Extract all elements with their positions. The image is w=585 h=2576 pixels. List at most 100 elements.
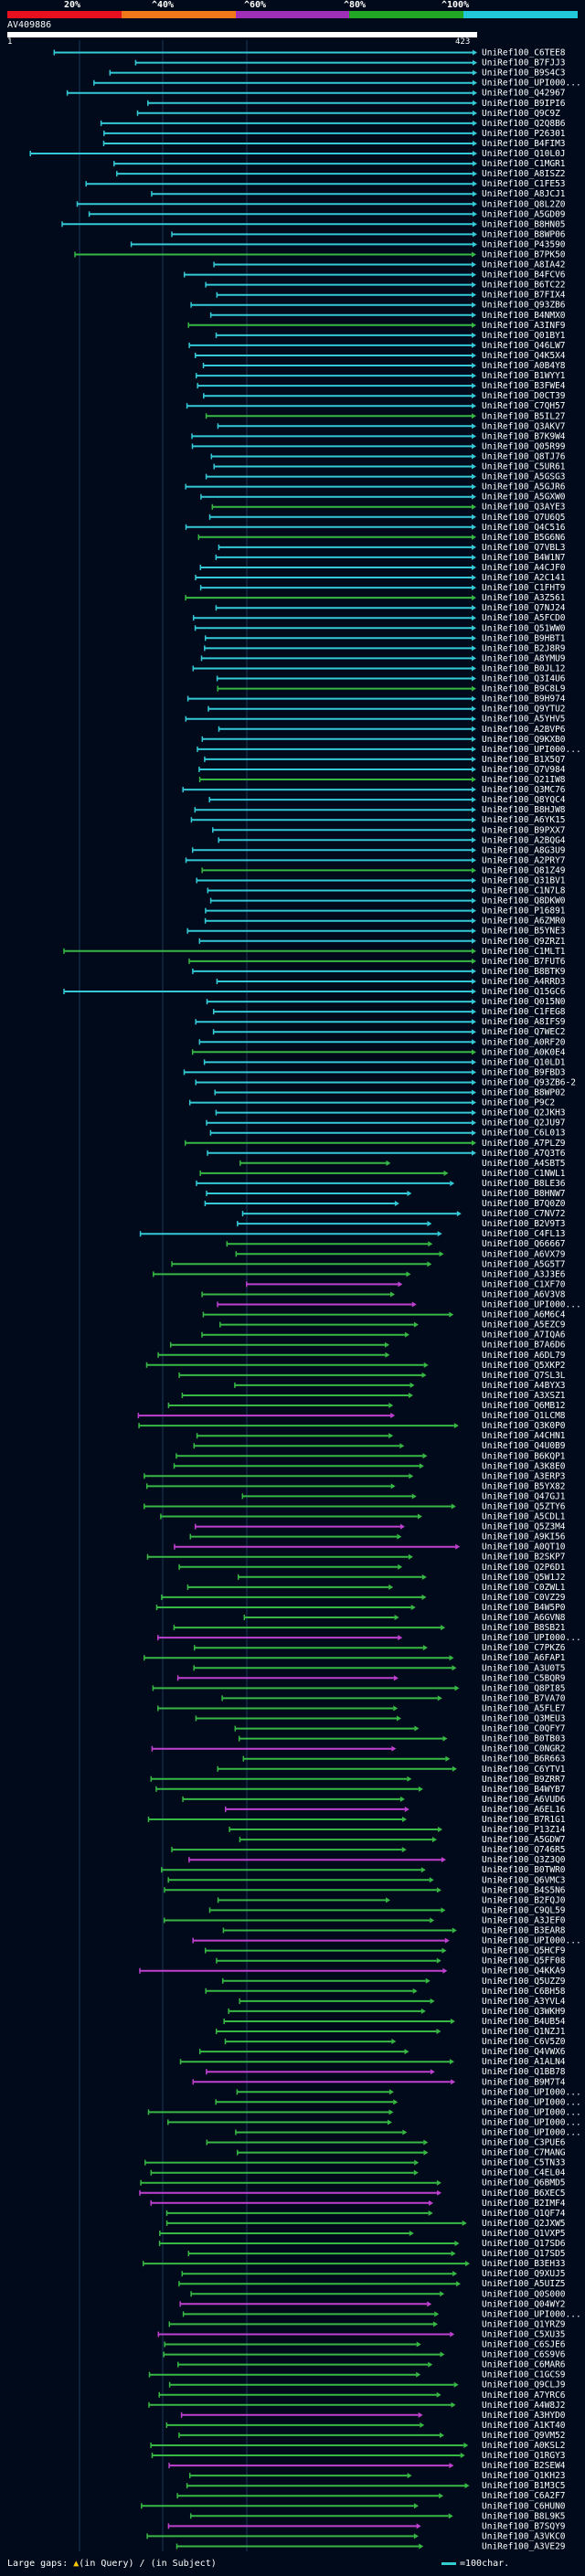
hit-label[interactable]: UniRef100_Q4K5X4 [482, 351, 566, 361]
hit-label[interactable]: UniRef100_C1FEG8 [482, 1007, 566, 1017]
hit-label[interactable]: UniRef100_Q66667 [482, 1239, 566, 1249]
hit-label[interactable]: UniRef100_Q4U0B9 [482, 1441, 566, 1451]
hit-label[interactable]: UniRef100_UPI000... [482, 1633, 581, 1643]
hit-label[interactable]: UniRef100_C4EL04 [482, 2168, 566, 2178]
hit-label[interactable]: UniRef100_C7MANG [482, 2148, 566, 2158]
hit-label[interactable]: UniRef100_A3HYD0 [482, 2411, 566, 2421]
hit-label[interactable]: UniRef100_Q0S000 [482, 2289, 566, 2299]
hit-label[interactable]: UniRef100_B1M3C5 [482, 2481, 566, 2491]
hit-label[interactable]: UniRef100_Q3MC76 [482, 785, 566, 795]
hit-label[interactable]: UniRef100_A4RRD3 [482, 977, 566, 987]
hit-label[interactable]: UniRef100_C6SJE6 [482, 2340, 566, 2350]
hit-label[interactable]: UniRef100_C9QL59 [482, 1905, 566, 1915]
hit-label[interactable]: UniRef100_A6ZMR0 [482, 917, 566, 927]
hit-label[interactable]: UniRef100_B6R663 [482, 1754, 566, 1765]
hit-label[interactable]: UniRef100_Q3MEU3 [482, 1714, 566, 1724]
hit-label[interactable]: UniRef100_A5GSG3 [482, 472, 566, 482]
hit-label[interactable]: UniRef100_A9KI56 [482, 1532, 566, 1542]
hit-label[interactable]: UniRef100_A7IQA6 [482, 1330, 566, 1341]
hit-label[interactable]: UniRef100_A3INF9 [482, 321, 566, 331]
hit-label[interactable]: UniRef100_A5GJR6 [482, 482, 566, 493]
hit-label[interactable]: UniRef100_Q42967 [482, 89, 566, 99]
hit-label[interactable]: UniRef100_A3JEF0 [482, 1916, 566, 1926]
hit-label[interactable]: UniRef100_Q5ZTY6 [482, 1502, 566, 1512]
hit-label[interactable]: UniRef100_C6A2F7 [482, 2491, 566, 2501]
hit-label[interactable]: UniRef100_Q4KKA9 [482, 1966, 566, 1977]
hit-label[interactable]: UniRef100_A8JCJ1 [482, 189, 566, 199]
hit-label[interactable]: UniRef100_Q5UZZ9 [482, 1977, 566, 1987]
hit-label[interactable]: UniRef100_A6EL16 [482, 1805, 566, 1815]
hit-label[interactable]: UniRef100_A6V3V8 [482, 1290, 566, 1300]
hit-label[interactable]: UniRef100_A5GDW7 [482, 1835, 566, 1845]
hit-label[interactable]: UniRef100_Q17SD5 [482, 2249, 566, 2259]
hit-label[interactable]: UniRef100_A3Z561 [482, 593, 566, 603]
hit-label[interactable]: UniRef100_B9S4C3 [482, 69, 566, 79]
hit-label[interactable]: UniRef100_B2IMF4 [482, 2199, 566, 2209]
hit-label[interactable]: UniRef100_B7A6D6 [482, 1341, 566, 1351]
hit-label[interactable]: UniRef100_Q3I4U6 [482, 674, 566, 684]
hit-label[interactable]: UniRef100_C1MGR1 [482, 159, 566, 169]
hit-label[interactable]: UniRef100_Q3Z3Q0 [482, 1855, 566, 1865]
hit-label[interactable]: UniRef100_C1MLT1 [482, 947, 566, 957]
hit-label[interactable]: UniRef100_UPI000... [482, 2117, 581, 2127]
hit-label[interactable]: UniRef100_Q5Z3M4 [482, 1522, 566, 1532]
hit-label[interactable]: UniRef100_B9IPI6 [482, 99, 566, 109]
hit-label[interactable]: UniRef100_B6TC22 [482, 281, 566, 291]
hit-label[interactable]: UniRef100_A8IFS9 [482, 1017, 566, 1027]
hit-label[interactable]: UniRef100_Q21IW8 [482, 775, 566, 785]
hit-label[interactable]: UniRef100_P9C2 [482, 1098, 555, 1108]
hit-label[interactable]: UniRef100_B9C8L9 [482, 684, 566, 694]
hit-label[interactable]: UniRef100_A4SBT5 [482, 1159, 566, 1169]
hit-label[interactable]: UniRef100_C6HUN0 [482, 2501, 566, 2511]
hit-label[interactable]: UniRef100_Q1YRZ9 [482, 2319, 566, 2329]
hit-label[interactable]: UniRef100_B7FJJ3 [482, 58, 566, 69]
hit-label[interactable]: UniRef100_Q1LCM8 [482, 1411, 566, 1421]
hit-label[interactable]: UniRef100_C7PKZ6 [482, 1643, 566, 1653]
hit-label[interactable]: UniRef100_Q1VXP5 [482, 2229, 566, 2239]
hit-label[interactable]: UniRef100_A2BVP6 [482, 725, 566, 735]
hit-label[interactable]: UniRef100_A7YRC6 [482, 2390, 566, 2401]
hit-label[interactable]: UniRef100_C0VZ29 [482, 1593, 566, 1603]
hit-label[interactable]: UniRef100_C4FL13 [482, 1229, 566, 1239]
hit-label[interactable]: UniRef100_A0RF20 [482, 1037, 566, 1047]
hit-label[interactable]: UniRef100_A6GVN8 [482, 1613, 566, 1623]
hit-label[interactable]: UniRef100_Q10LD1 [482, 1057, 566, 1067]
hit-label[interactable]: UniRef100_Q6MB12 [482, 1401, 566, 1411]
hit-label[interactable]: UniRef100_UPI000... [482, 745, 581, 755]
hit-label[interactable]: UniRef100_Q46LW7 [482, 341, 566, 351]
hit-label[interactable]: UniRef100_B8HNW7 [482, 1189, 566, 1199]
hit-label[interactable]: UniRef100_B4UB54 [482, 2017, 566, 2027]
hit-label[interactable]: UniRef100_B8BTK9 [482, 967, 566, 977]
hit-label[interactable]: UniRef100_C1FE53 [482, 179, 566, 189]
hit-label[interactable]: UniRef100_C6YTV1 [482, 1765, 566, 1775]
hit-label[interactable]: UniRef100_Q015N0 [482, 997, 566, 1007]
hit-label[interactable]: UniRef100_B5YX82 [482, 1481, 566, 1491]
hit-label[interactable]: UniRef100_Q2Q8B6 [482, 119, 566, 129]
hit-label[interactable]: UniRef100_B6KQP1 [482, 1451, 566, 1461]
hit-label[interactable]: UniRef100_Q6BMD5 [482, 2178, 566, 2189]
hit-label[interactable]: UniRef100_Q8YQC4 [482, 795, 566, 805]
hit-label[interactable]: UniRef100_B0TB03 [482, 1734, 566, 1744]
hit-label[interactable]: UniRef100_A6VX79 [482, 1249, 566, 1259]
hit-label[interactable]: UniRef100_Q4VWX6 [482, 2047, 566, 2057]
hit-label[interactable]: UniRef100_A8ISZ2 [482, 169, 566, 179]
hit-label[interactable]: UniRef100_A8G3U9 [482, 845, 566, 855]
hit-label[interactable]: UniRef100_C6BH58 [482, 1987, 566, 1997]
hit-label[interactable]: UniRef100_P13Z14 [482, 1825, 566, 1835]
hit-label[interactable]: UniRef100_A3ERP3 [482, 1471, 566, 1481]
hit-label[interactable]: UniRef100_C3PUE6 [482, 2138, 566, 2148]
hit-label[interactable]: UniRef100_B5G6N6 [482, 533, 566, 543]
hit-label[interactable]: UniRef100_B8WP02 [482, 1088, 566, 1098]
hit-label[interactable]: UniRef100_A5GD09 [482, 209, 566, 219]
hit-label[interactable]: UniRef100_Q1QF74 [482, 2209, 566, 2219]
hit-label[interactable]: UniRef100_Q7SL3L [482, 1371, 566, 1381]
hit-label[interactable]: UniRef100_Q3K0P0 [482, 1421, 566, 1431]
hit-label[interactable]: UniRef100_B4WYB7 [482, 1785, 566, 1795]
hit-label[interactable]: UniRef100_Q3AKV7 [482, 421, 566, 431]
hit-label[interactable]: UniRef100_Q10L0J [482, 149, 566, 159]
hit-label[interactable]: UniRef100_UPI000... [482, 1936, 581, 1946]
hit-label[interactable]: UniRef100_B8LE36 [482, 1179, 566, 1189]
hit-label[interactable]: UniRef100_B1WYY1 [482, 371, 566, 381]
hit-label[interactable]: UniRef100_A2PRY7 [482, 855, 566, 865]
hit-label[interactable]: UniRef100_C7QH57 [482, 401, 566, 411]
